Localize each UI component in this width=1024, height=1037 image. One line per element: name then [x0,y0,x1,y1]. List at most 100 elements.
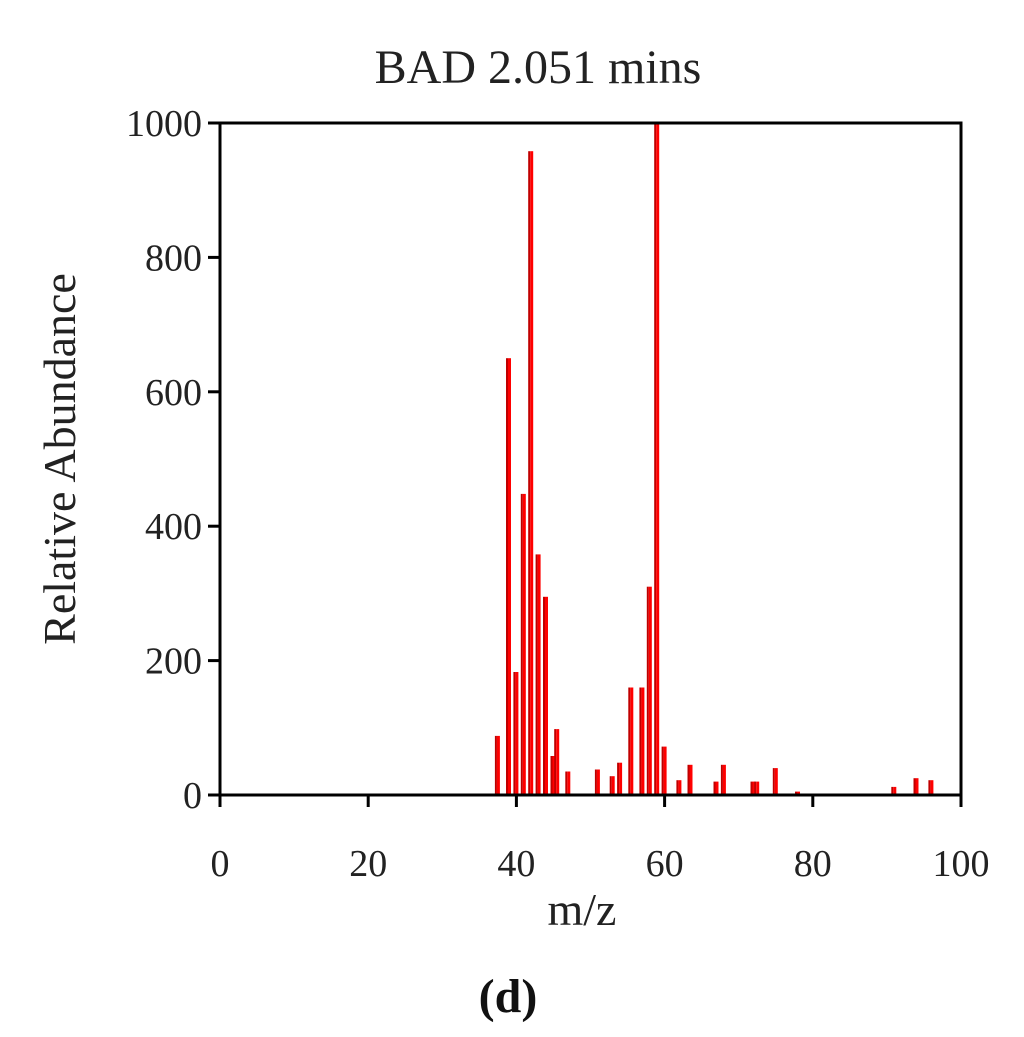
spectrum-peak-bar [552,756,556,795]
spectrum-peak [928,780,934,795]
y-tick-label: 600 [145,372,202,414]
spectrum-peak-bar [774,768,778,795]
spectrum-peak-bar [930,780,934,795]
spectrum-peak [639,687,645,795]
spectrum-peak-shade [891,786,894,795]
spectrum-peak [617,762,623,795]
x-tick-label: 100 [933,843,990,885]
x-tick-label: 20 [349,843,387,885]
spectrum-peak [565,771,571,795]
spectrum-peak-shade [754,781,757,795]
spectrum-peak [628,687,634,795]
spectrum-peak-bar [797,791,800,795]
spectrum-peak-bar [515,672,519,795]
spectrum-peak-bar [648,586,652,795]
spectrum-peak [754,781,760,795]
spectrum-peak-shade [772,768,775,795]
spectrum-peak-bar [530,151,534,795]
spectrum-peak-shade [676,780,679,795]
chart-title: BAD 2.051 mins [375,41,702,94]
spectrum-peak-bar [893,786,897,795]
spectrum-peak-bar [715,781,719,795]
spectrum-peak-shade [550,756,553,795]
spectrum-peak-shade [687,764,690,795]
spectrum-peak-shade [535,554,538,795]
spectrum-peak-shade [713,781,716,795]
y-axis-label: Relative Abundance [34,273,85,645]
spectrum-peak-bar [556,729,560,795]
spectrum-peak-bar [663,746,667,795]
spectrum-peak-shade [543,596,545,795]
spectrum-peak [528,151,534,795]
x-axis-label: m/z [548,884,617,935]
spectrum-peak-shade [528,151,531,795]
spectrum-peak-shade [646,586,649,795]
spectrum-peak-shade [520,493,523,795]
spectrum-peak-shade [913,778,916,795]
spectrum-peak-bar [630,687,634,795]
spectrum-peak-bar [915,778,919,795]
spectrum-peak-bar [752,781,756,795]
spectrum-peak-shade [565,771,568,795]
y-tick-label: 400 [145,506,202,548]
spectrum-bars [494,123,934,795]
spectrum-peak [609,776,615,795]
y-axis-ticks: 0 200 400 600 800 1000 [126,103,220,817]
spectrum-peak-bar [756,781,760,795]
spectrum-peak-shade [654,123,657,795]
x-tick-label: 80 [794,843,832,885]
spectrum-peak-bar [545,596,548,795]
spectrum-peak-shade [506,358,508,795]
spectrum-peak [550,756,556,795]
spectrum-peak-bar [508,358,511,795]
y-tick-label: 800 [145,237,202,279]
spectrum-peak [772,768,778,795]
spectrum-peak-bar [596,769,600,795]
spectrum-peak [913,778,919,795]
spectrum-peak [543,596,548,795]
spectrum-peak-shade [928,780,931,795]
panel-label: (d) [479,970,538,1023]
spectrum-peak-shade [661,746,664,795]
spectrum-peak [654,123,660,795]
spectrum-peak-bar [567,771,571,795]
spectrum-peak [520,493,526,795]
spectrum-peak [661,746,667,795]
spectrum-peak [795,791,800,795]
y-tick-label: 0 [183,775,202,817]
spectrum-peak [554,729,560,795]
plot-frame [218,121,963,797]
spectrum-peak-shade [617,762,620,795]
spectrum-peak-bar [522,493,526,795]
spectrum-peak-shade [639,687,642,795]
spectrum-peak-shade [628,687,631,795]
spectrum-peak [494,735,500,795]
spectrum-peak-bar [678,780,682,795]
spectrum-peak-shade [720,764,723,795]
spectrum-peak [891,786,897,795]
spectrum-peak [676,780,682,795]
spectrum-peak-shade [750,781,753,795]
x-axis-ticks: 0 20 40 60 80 100 [211,795,990,885]
spectrum-peak-bar [537,554,541,795]
spectrum-peak-bar [641,687,645,795]
spectrum-peak-bar [656,123,660,795]
spectrum-peak [720,764,726,795]
spectrum-peak [594,769,600,795]
spectrum-peak-bar [722,764,726,795]
spectrum-peak [646,586,652,795]
spectrum-peak-shade [594,769,597,795]
spectrum-peak-bar [689,764,693,795]
spectrum-peak-shade [609,776,612,795]
spectrum-peak-bar [619,762,623,795]
spectrum-peak-shade [513,672,516,795]
spectrum-peak [750,781,756,795]
spectrum-peak [687,764,693,795]
x-tick-label: 0 [211,843,230,885]
y-tick-label: 200 [145,641,202,683]
spectrum-peak-shade [494,735,497,795]
x-tick-label: 60 [646,843,684,885]
spectrum-peak [513,672,519,795]
spectrum-peak [713,781,719,795]
